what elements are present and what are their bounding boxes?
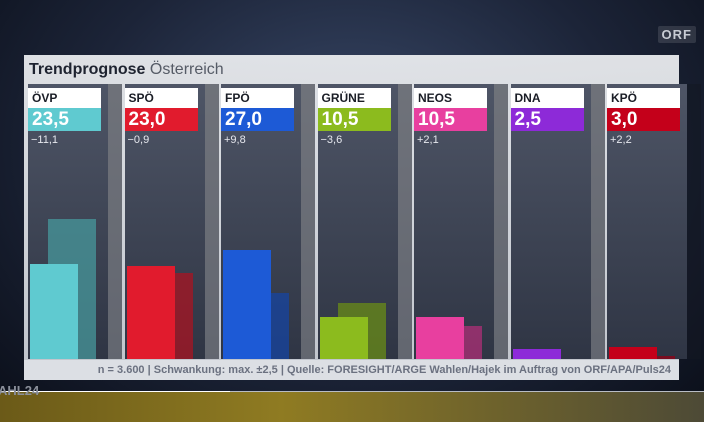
column-gap (301, 84, 315, 359)
current-result-bar (30, 263, 78, 359)
party-delta-label: −11,1 (31, 134, 59, 146)
party-column: NEOS 10,5 +2,1 (414, 84, 508, 359)
column-gap (687, 84, 701, 359)
current-result-bar (512, 348, 561, 359)
party-name: KPÖ (607, 88, 680, 108)
party-column: KPÖ 3,0 +2,2 (607, 84, 701, 359)
party-name: GRÜNE (317, 88, 391, 108)
ticker-band (0, 392, 704, 422)
title-main: Trendprognose (29, 61, 146, 78)
party-name: ÖVP (28, 88, 101, 108)
party-column: ÖVP 23,5 −11,1 (28, 84, 122, 359)
party-column: GRÜNE 10,5 −3,6 (317, 84, 412, 359)
party-value-label: 2,5 (510, 108, 584, 131)
column-gap (204, 84, 219, 359)
party-delta-label: −3,6 (320, 134, 343, 146)
current-result-bar (416, 316, 464, 359)
column-gap (397, 84, 412, 359)
party-delta-label: −0,9 (127, 134, 150, 146)
ticker-left: AHL (0, 383, 25, 398)
party-column: SPÖ 23,0 −0,9 (124, 84, 219, 359)
party-delta-label: +9,8 (224, 134, 246, 146)
party-value-label: 10,5 (317, 108, 391, 131)
title-sub: Österreich (149, 61, 224, 78)
ticker-right: 24 (24, 383, 40, 398)
column-gap (590, 84, 605, 359)
party-delta-label: +2,2 (610, 134, 632, 146)
orf-logo: ORF (657, 26, 696, 43)
ticker-logo: AHL24 (0, 383, 39, 398)
party-name: SPÖ (124, 88, 198, 108)
party-value-label: 3,0 (607, 108, 680, 131)
party-column: DNA 2,5 (510, 84, 605, 359)
party-value-label: 27,0 (221, 108, 294, 131)
source-footer: n = 3.600 | Schwankung: max. ±2,5 | Quel… (24, 360, 679, 380)
chart-title: Trendprognose Österreich (29, 61, 224, 79)
current-result-bar (126, 265, 175, 359)
party-value-label: 23,5 (28, 108, 101, 131)
party-name: NEOS (414, 88, 487, 108)
current-result-bar (223, 249, 271, 359)
party-delta-label: +2,1 (417, 134, 439, 146)
party-name: DNA (510, 88, 584, 108)
current-result-bar (609, 346, 657, 359)
current-result-bar (319, 316, 368, 359)
party-column: FPÖ 27,0 +9,8 (221, 84, 315, 359)
column-gap (108, 84, 122, 359)
party-value-label: 10,5 (414, 108, 487, 131)
party-name: FPÖ (221, 88, 294, 108)
party-value-label: 23,0 (124, 108, 198, 131)
column-gap (494, 84, 508, 359)
